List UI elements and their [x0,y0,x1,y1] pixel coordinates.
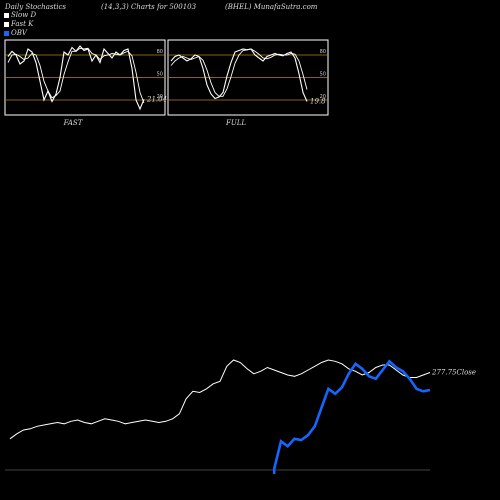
legend-item-obv: OBV [4,29,27,37]
series-line-full-d [170,48,308,97]
legend-swatch [4,22,9,27]
chart-title: Daily Stochastics [5,3,67,11]
legend-item-slow-d: Slow D [4,11,36,19]
legend-label: Fast K [11,20,34,28]
series-line-slow-d [7,47,145,104]
panel-label: FAST [63,119,84,127]
legend-label: Slow D [11,11,37,19]
legend-swatch [4,31,9,36]
obv-line [272,359,431,474]
y-tick-label: 50 [320,72,326,78]
panel-label: FULL [225,119,246,127]
price-obv-panel: 277.75Close [5,359,476,474]
y-tick-label: 80 [320,49,326,55]
y-tick-label: 20 [320,94,326,100]
legend-swatch [4,13,9,18]
last-value-label: 21.04 [146,95,167,103]
legend-label: OBV [11,29,27,37]
series-line-full-k [170,48,308,102]
y-tick-label: 50 [157,72,163,78]
chart-symbol: (BHEL) MunafaSutra.com [225,3,318,11]
legend-item-fast-k: Fast K [4,20,33,28]
chart-params: (14,3,3) Charts for 500103 [101,3,197,11]
close-value-label: 277.75Close [431,369,476,377]
y-tick-label: 80 [157,49,163,55]
y-tick-label: 20 [157,94,163,100]
last-value-label: 19.8 [310,98,326,106]
close-price-line [9,359,431,440]
